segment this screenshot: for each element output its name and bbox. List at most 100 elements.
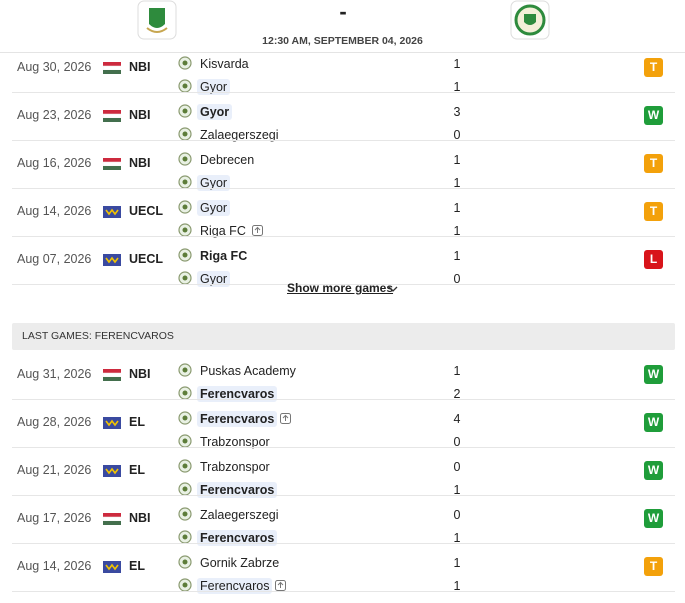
score: 1 [453, 153, 461, 167]
row-separator [12, 447, 675, 448]
datetime: 12:30 AM, SEPTEMBER 04, 2026 [262, 35, 423, 47]
competition-flag [103, 369, 121, 381]
team-logo [178, 248, 192, 262]
score: 1 [453, 364, 461, 378]
competition-flag [103, 62, 121, 74]
score: 1 [453, 531, 461, 545]
team-name: Riga FC [200, 249, 248, 263]
game-date: Aug 17, 2026 [17, 511, 92, 525]
team-logo [178, 127, 192, 141]
row-separator [12, 92, 675, 93]
result-badge: W [644, 509, 663, 528]
score: 0 [453, 272, 461, 286]
row-separator [12, 284, 675, 285]
team-logo [178, 555, 192, 569]
result-badge: W [644, 461, 663, 480]
team-logo [178, 459, 192, 473]
team-logo [178, 152, 192, 166]
team-logo [178, 271, 192, 285]
score: 1 [453, 579, 461, 593]
league: NBI [129, 108, 151, 122]
team-logo [178, 223, 192, 237]
row-separator [12, 399, 675, 400]
away-logo [510, 0, 550, 40]
league: EL [129, 415, 145, 429]
result-badge: W [644, 365, 663, 384]
team-name: Riga FC [200, 224, 246, 238]
result-badge: W [644, 413, 663, 432]
league: NBI [129, 60, 151, 74]
team-name: Trabzonspor [200, 435, 270, 449]
game-date: Aug 31, 2026 [17, 367, 92, 381]
result-badge: T [644, 557, 663, 576]
team-logo [178, 482, 192, 496]
score: 1 [453, 57, 461, 71]
team-name: Gornik Zabrze [200, 556, 280, 570]
game-date: Aug 30, 2026 [17, 60, 92, 74]
team-logo [178, 56, 192, 70]
game-date: Aug 21, 2026 [17, 463, 92, 477]
team-logo [178, 578, 192, 592]
league: UECL [129, 252, 164, 266]
chevron [388, 286, 398, 292]
competition-flag [103, 465, 121, 477]
advanced-icon [280, 413, 292, 424]
score: 2 [453, 387, 461, 401]
team-name: Ferencvaros [197, 578, 273, 594]
result-badge: T [644, 154, 663, 173]
score: - [339, 0, 347, 24]
competition-flag [103, 110, 121, 122]
row-separator [12, 236, 675, 237]
league: EL [129, 463, 145, 477]
row-separator [12, 543, 675, 544]
advanced-icon [251, 225, 263, 236]
score: 1 [453, 483, 461, 497]
team-logo [178, 79, 192, 93]
team-name: Gyor [197, 271, 231, 287]
league: NBI [129, 511, 151, 525]
game-date: Aug 14, 2026 [17, 559, 92, 573]
team-name: Ferencvaros [197, 411, 278, 427]
score: 1 [453, 224, 461, 238]
game-date: Aug 23, 2026 [17, 108, 92, 122]
team-name: Gyor [197, 200, 231, 216]
team-logo [178, 175, 192, 189]
league: UECL [129, 204, 164, 218]
team-name: Gyor [197, 104, 233, 120]
competition-flag [103, 417, 121, 429]
team-name: Kisvarda [200, 57, 249, 71]
row-separator [12, 495, 675, 496]
league: NBI [129, 156, 151, 170]
game-date: Aug 16, 2026 [17, 156, 92, 170]
team-logo [178, 507, 192, 521]
competition-flag [103, 158, 121, 170]
team-name: Ferencvaros [197, 482, 278, 498]
score: 1 [453, 176, 461, 190]
team-name: Gyor [197, 175, 231, 191]
team-name: Ferencvaros [197, 386, 278, 402]
team-name: Puskas Academy [200, 364, 296, 378]
team-name: Gyor [197, 79, 231, 95]
result-badge: T [644, 58, 663, 77]
show-more[interactable]: Show more games [287, 281, 394, 295]
score: 1 [453, 556, 461, 570]
team-name: Zalaegerszegi [200, 128, 279, 142]
game-date: Aug 07, 2026 [17, 252, 92, 266]
score: 0 [453, 460, 461, 474]
score: 0 [453, 128, 461, 142]
team-logo [178, 200, 192, 214]
team-logo [178, 530, 192, 544]
score: 3 [453, 105, 461, 119]
match-header: - 12:30 AM, SEPTEMBER 04, 2026 [0, 0, 685, 53]
league: EL [129, 559, 145, 573]
row-separator [12, 140, 675, 141]
score: 4 [453, 412, 461, 426]
team-logo [178, 104, 192, 118]
team-name: Debrecen [200, 153, 255, 167]
game-date: Aug 14, 2026 [17, 204, 92, 218]
competition-flag [103, 254, 121, 266]
score: 1 [453, 80, 461, 94]
team-name: Zalaegerszegi [200, 508, 279, 522]
game-date: Aug 28, 2026 [17, 415, 92, 429]
